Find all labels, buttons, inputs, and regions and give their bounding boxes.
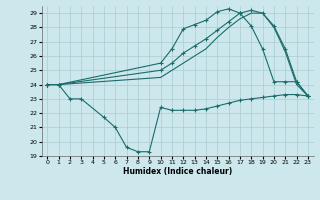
X-axis label: Humidex (Indice chaleur): Humidex (Indice chaleur) <box>123 167 232 176</box>
